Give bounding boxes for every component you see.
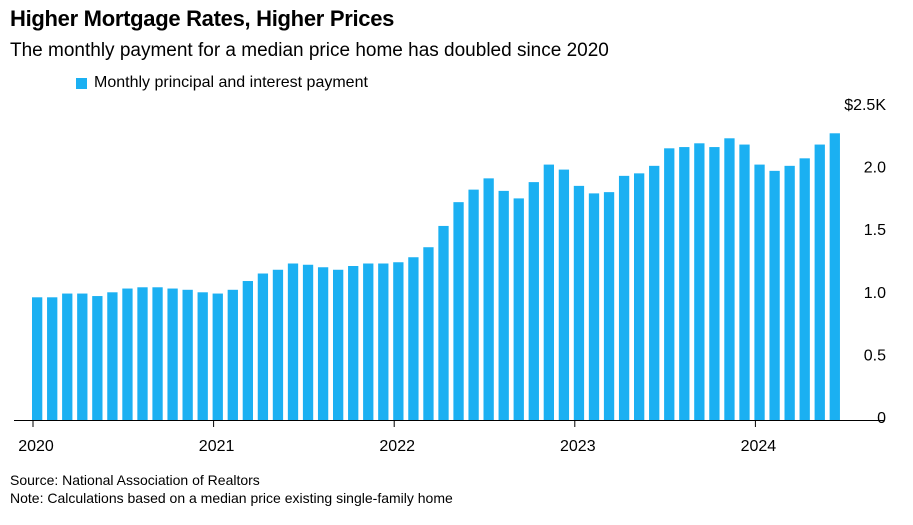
bar: [122, 288, 133, 420]
y-tick-label: 0: [877, 410, 886, 427]
bar: [618, 175, 630, 420]
bar: [814, 144, 825, 420]
bar: [588, 193, 600, 420]
bar: [348, 266, 359, 420]
y-tick-label: 0.5: [864, 347, 886, 364]
y-tick-label: 2.0: [864, 160, 886, 177]
bar: [137, 287, 148, 420]
bar: [197, 292, 208, 420]
bar: [754, 164, 765, 420]
bar: [709, 147, 720, 420]
bar: [498, 190, 509, 420]
bar: [378, 263, 389, 420]
chart-legend: Monthly principal and interest payment: [76, 74, 368, 92]
bar: [543, 164, 554, 420]
bar: [393, 262, 404, 420]
bar: [769, 170, 780, 420]
bar: [62, 293, 73, 420]
bar: [634, 173, 645, 420]
bar: [799, 158, 810, 420]
bar: [257, 273, 269, 420]
calculation-note: Note: Calculations based on a median pri…: [10, 490, 453, 506]
bar: [302, 264, 314, 420]
legend-label: Monthly principal and interest payment: [94, 74, 368, 91]
chart-title: Higher Mortgage Rates, Higher Prices: [10, 6, 395, 31]
bar: [724, 138, 735, 421]
x-tick-label: 2021: [199, 438, 235, 455]
bar: [363, 263, 374, 420]
bar: [287, 263, 299, 420]
bar: [77, 293, 88, 420]
bar: [679, 147, 690, 420]
legend-swatch: [76, 77, 87, 89]
bar: [272, 269, 284, 420]
bar: [438, 225, 449, 420]
bar: [152, 287, 163, 420]
chart-subtitle: The monthly payment for a median price h…: [10, 40, 609, 61]
bar: [182, 289, 193, 420]
bar: [167, 288, 178, 420]
x-tick-label: 2020: [18, 438, 54, 455]
bar: [603, 192, 615, 420]
bar: [453, 202, 464, 420]
bar: [468, 189, 479, 420]
bar: [317, 267, 329, 420]
bar: [649, 165, 660, 420]
bar: [242, 281, 253, 420]
y-tick-label: $2.5K: [844, 97, 886, 114]
bar: [573, 185, 585, 420]
x-tick-label: 2024: [741, 438, 777, 455]
bar: [32, 297, 43, 420]
bar: [227, 289, 238, 420]
bar: [694, 143, 705, 421]
bar: [829, 133, 840, 421]
bar: [423, 247, 434, 420]
bar: [664, 148, 675, 421]
bar: [513, 198, 524, 420]
bar: [483, 178, 494, 420]
y-tick-label: 1.5: [864, 222, 886, 239]
y-tick-label: 1.0: [864, 285, 886, 302]
x-tick-label: 2022: [379, 438, 415, 455]
bar: [739, 144, 750, 420]
bar: [92, 296, 103, 420]
bar: [47, 297, 58, 420]
x-tick-label: 2023: [560, 438, 596, 455]
bar: [107, 292, 118, 420]
bar: [333, 269, 344, 420]
bar: [784, 165, 795, 420]
bar: [558, 169, 570, 420]
bar: [212, 293, 223, 420]
bar: [408, 257, 419, 420]
source-note: Source: National Association of Realtors: [10, 472, 260, 488]
bar: [528, 182, 539, 420]
